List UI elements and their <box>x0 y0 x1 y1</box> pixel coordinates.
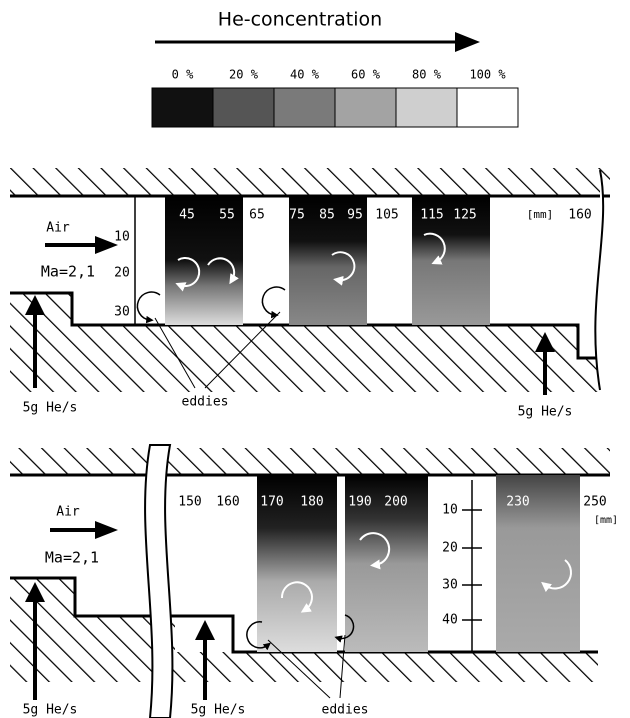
injection-label: 5g He/s <box>191 703 246 718</box>
diagram: He-concentration 0 %20 %40 %60 %80 %100 … <box>0 0 630 718</box>
x-label: 85 <box>319 208 335 223</box>
legend-label: 100 % <box>469 68 506 82</box>
flow-label: Air <box>46 221 70 236</box>
x-label: 180 <box>300 495 323 510</box>
legend-label: 80 % <box>412 68 442 82</box>
mach-label: Ma=2,1 <box>41 263 95 281</box>
legend-swatch <box>274 88 335 127</box>
y-label: 30 <box>442 578 458 593</box>
unit: [mm] <box>594 515 618 526</box>
legend-label: 60 % <box>351 68 381 82</box>
x-label: 160 <box>216 495 239 510</box>
x-label: 200 <box>384 495 407 510</box>
injection-label: 5g He/s <box>23 703 78 718</box>
x-label: 125 <box>453 208 476 223</box>
legend-swatch <box>152 88 213 127</box>
legend: 0 % 20 % 40 % 60 % 80 % 100 % <box>152 68 518 128</box>
legend-label: 40 % <box>290 68 320 82</box>
wall-hatch <box>10 168 610 196</box>
legend-swatch <box>396 88 457 127</box>
eddy <box>262 287 285 315</box>
legend-arrowhead <box>455 32 480 52</box>
y-label: 10 <box>442 503 458 518</box>
legend-swatch <box>335 88 396 127</box>
legend-swatch <box>457 88 518 127</box>
mach-label: Ma=2,1 <box>45 549 99 567</box>
x-label: 250 <box>583 495 606 510</box>
legend-label: 0 % <box>172 68 194 82</box>
injection-label: 5g He/s <box>23 401 78 416</box>
x-label: 65 <box>249 208 265 223</box>
x-label: 170 <box>260 495 283 510</box>
x-label: 150 <box>178 495 201 510</box>
x-label: 55 <box>219 208 235 223</box>
y-label: 30 <box>114 305 130 320</box>
flow-arrowhead <box>95 521 118 539</box>
x-label: 160 <box>568 208 591 223</box>
y-label: 20 <box>442 541 458 556</box>
legend-label: 20 % <box>229 68 259 82</box>
injection-arrowhead <box>195 620 215 640</box>
x-label: 115 <box>420 208 443 223</box>
flow-label: Air <box>56 505 80 520</box>
x-label: 95 <box>347 208 363 223</box>
x-label: 45 <box>179 208 195 223</box>
injection-label: 5g He/s <box>518 405 573 420</box>
x-label: 75 <box>289 208 305 223</box>
legend-title: He-concentration <box>218 9 382 31</box>
y-label: 40 <box>442 613 458 628</box>
x-label: 230 <box>506 495 529 510</box>
y-label: 10 <box>114 230 130 245</box>
unit: [mm] <box>527 208 554 221</box>
wall-hatch <box>10 448 610 475</box>
eddy <box>137 292 160 320</box>
legend-swatch <box>213 88 274 127</box>
bottom-panel: 10 20 30 40 150 160 170 180 190 200 230 … <box>10 445 618 718</box>
break-line <box>595 170 603 390</box>
top-panel: 45 55 65 75 85 95 105 115 125 [mm] 160 1… <box>10 168 610 420</box>
y-label: 20 <box>114 266 130 281</box>
x-label: 105 <box>375 208 398 223</box>
x-label: 190 <box>348 495 371 510</box>
eddies-label: eddies <box>322 703 369 718</box>
eddies-label: eddies <box>182 395 229 410</box>
